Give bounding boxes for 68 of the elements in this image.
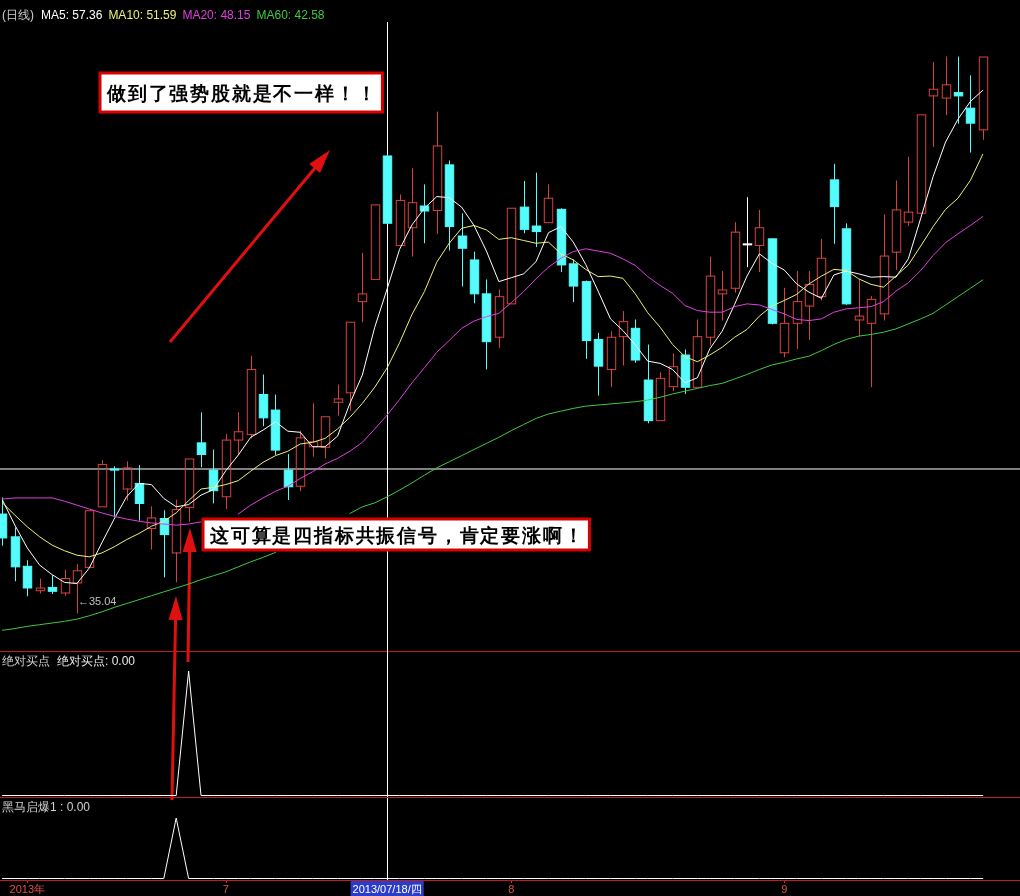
candlestick (705, 256, 716, 346)
candlestick (978, 56, 989, 140)
candlestick (320, 416, 331, 459)
candlestick (22, 560, 33, 597)
candlestick (928, 62, 939, 148)
annotation: ←35.04 (77, 595, 117, 607)
candlestick (357, 252, 368, 323)
candlestick (258, 374, 269, 427)
candlestick (506, 207, 517, 305)
candlestick (692, 319, 703, 388)
text: MA10: 51.59 (108, 8, 177, 22)
x-tick-label: 7 (222, 883, 229, 895)
candlestick (779, 287, 790, 358)
candlestick (618, 311, 629, 366)
candlestick (916, 114, 927, 214)
candlestick (606, 331, 617, 388)
candlestick (953, 56, 964, 124)
chart-title: 绝对买点 (2, 654, 50, 668)
candlestick (146, 506, 157, 550)
candlestick (717, 271, 728, 321)
candlestick (668, 353, 679, 392)
candlestick (419, 184, 430, 244)
candlestick (432, 111, 443, 234)
candlestick (742, 197, 753, 268)
candlestick (879, 214, 890, 321)
candlestick (333, 384, 344, 416)
candlestick (109, 466, 120, 517)
candlestick (730, 222, 741, 293)
candlestick (568, 259, 579, 303)
candlestick (84, 510, 95, 568)
candlestick (407, 168, 418, 257)
annotation: 做到了强势股就是不一样！！ (106, 81, 378, 104)
candlestick (494, 289, 505, 348)
x-tick-label: 8 (508, 883, 515, 895)
chart-subtitle: 绝对买点: 0.00 (57, 654, 136, 668)
candlestick (370, 204, 381, 280)
text: MA5: 57.36 (41, 8, 103, 22)
candlestick (754, 209, 765, 273)
candlestick (531, 172, 542, 248)
candlestick (965, 75, 976, 153)
candlestick (655, 372, 666, 422)
candlestick (457, 213, 468, 287)
candlestick (35, 578, 46, 594)
candlestick (792, 271, 803, 349)
x-tick-label: 9 (781, 883, 788, 895)
text: MA20: 48.15 (182, 8, 251, 22)
candlestick (903, 156, 914, 226)
x-tick-label: 2013/07/18/四 (352, 883, 422, 895)
candlestick (308, 403, 319, 457)
candlestick (171, 499, 182, 583)
candlestick (866, 296, 877, 388)
chart-title: (日线) (2, 8, 34, 22)
candlestick (395, 194, 406, 246)
candlestick (60, 569, 71, 596)
candlestick (196, 412, 207, 468)
candlestick (543, 184, 554, 224)
candlestick (519, 181, 530, 234)
candlestick (283, 454, 294, 501)
candlestick (97, 460, 108, 508)
chart-title: 黑马启爆1 : 0.00 (2, 800, 91, 814)
candlestick (891, 180, 902, 270)
candlestick (184, 458, 195, 522)
text: MA60: 42.58 (256, 8, 325, 22)
candlestick (804, 271, 815, 340)
x-tick-label: 2013年 (9, 883, 46, 895)
candlestick (233, 412, 244, 456)
candlestick (941, 56, 952, 116)
annotation: 这可算是四指标共振信号，肯定要涨啊！ (209, 523, 585, 546)
